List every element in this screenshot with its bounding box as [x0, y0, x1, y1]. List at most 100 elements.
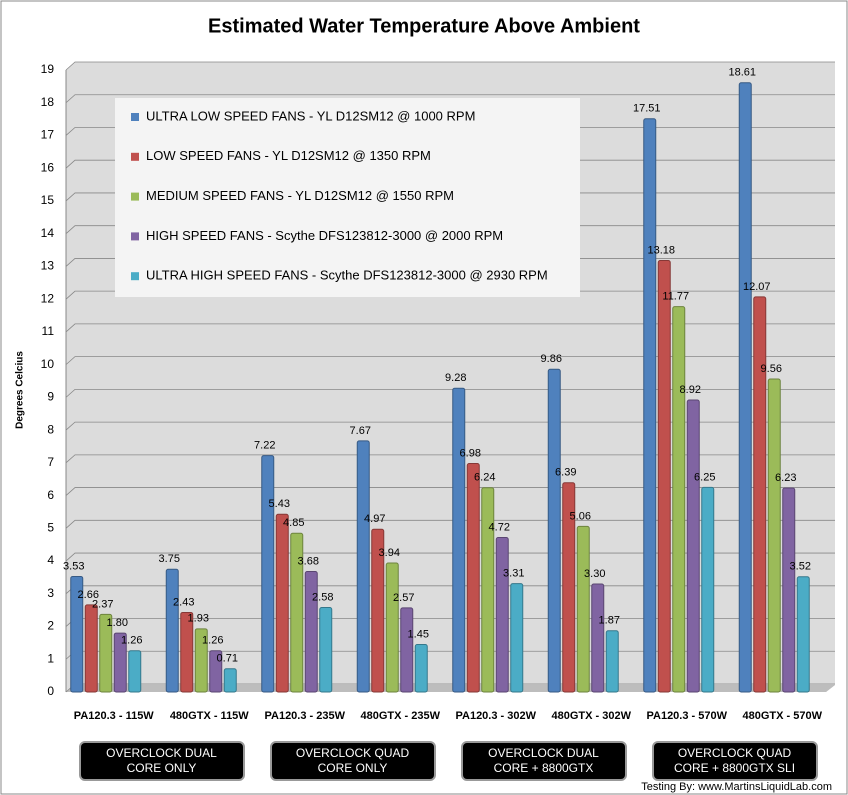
grid-line [65, 454, 835, 464]
legend-marker [131, 232, 139, 241]
grid-line [65, 519, 835, 529]
bar [356, 440, 370, 693]
value-label: 5.43 [269, 498, 290, 510]
bar [701, 486, 715, 693]
bar [466, 462, 480, 693]
grid-line [65, 323, 835, 333]
bar [767, 378, 781, 693]
bar [657, 260, 671, 693]
credit: Testing By: www.MartinsLiquidLab.com [641, 781, 832, 793]
bar [562, 482, 576, 693]
grid-line [65, 127, 835, 136]
bar [180, 611, 194, 693]
grid-line [65, 159, 835, 169]
value-label: 4.85 [283, 517, 304, 529]
bar [591, 583, 605, 693]
y-tick-label: 17 [41, 128, 55, 142]
bar [99, 613, 113, 693]
y-tick-label: 7 [47, 455, 54, 469]
grid-line [65, 421, 835, 431]
legend-label: HIGH SPEED FANS - Scythe DFS123812-3000 … [146, 228, 503, 243]
bar [261, 455, 275, 693]
grid-line [65, 192, 835, 202]
bar [194, 628, 208, 693]
value-label: 3.68 [298, 555, 319, 567]
y-tick-label: 18 [41, 95, 55, 109]
y-tick-label: 10 [41, 357, 55, 371]
value-label: 13.18 [647, 244, 675, 256]
bar [275, 513, 289, 693]
value-label: 18.61 [728, 67, 756, 79]
y-tick-label: 12 [41, 291, 55, 305]
bar [209, 650, 223, 693]
legend-label: LOW SPEED FANS - YL D12SM12 @ 1350 RPM [146, 148, 431, 163]
legend-label: ULTRA LOW SPEED FANS - YL D12SM12 @ 1000… [146, 108, 475, 123]
bar [414, 644, 428, 693]
chart-title: Estimated Water Temperature Above Ambien… [208, 15, 640, 37]
x-tick-label: 480GTX - 115W [169, 710, 249, 722]
grid-line [65, 487, 835, 496]
legend-label: MEDIUM SPEED FANS - YL D12SM12 @ 1550 RP… [146, 188, 454, 203]
bar [70, 575, 84, 693]
bar [753, 296, 767, 693]
bar [510, 583, 524, 693]
value-label: 3.31 [503, 568, 524, 580]
x-tick-label: 480GTX - 235W [360, 710, 440, 722]
y-tick-label: 11 [42, 324, 55, 338]
x-tick-label: PA120.3 - 115W [73, 710, 154, 722]
bar [290, 532, 304, 693]
grid-line [65, 258, 835, 267]
value-label: 6.25 [694, 471, 715, 483]
value-label: 2.57 [393, 592, 414, 604]
value-label: 6.98 [460, 447, 481, 459]
x-tick-label: PA120.3 - 302W [455, 710, 536, 722]
bar [605, 630, 619, 693]
value-label: 3.94 [379, 547, 400, 559]
grid-line [65, 356, 835, 365]
value-label: 8.92 [680, 384, 701, 396]
bar [576, 525, 590, 693]
bar [547, 368, 561, 693]
value-label: 3.53 [63, 560, 84, 572]
value-label: 1.45 [408, 628, 429, 640]
bar [738, 82, 752, 693]
value-label: 6.23 [775, 472, 796, 484]
value-label: 17.51 [633, 103, 661, 115]
value-label: 9.56 [761, 363, 782, 375]
y-tick-label: 5 [47, 520, 54, 534]
value-label: 2.66 [78, 589, 99, 601]
group-label: OVERCLOCK QUAD CORE + 8800GTX SLI [651, 741, 818, 781]
value-label: 2.58 [312, 591, 333, 603]
y-axis-label: Degrees Celcius [15, 351, 26, 429]
y-tick-label: 13 [41, 259, 55, 273]
y-tick-label: 6 [47, 488, 54, 502]
y-tick-label: 3 [47, 586, 54, 600]
grid-line [65, 225, 835, 234]
grid-line [65, 388, 835, 398]
value-label: 1.26 [121, 635, 142, 647]
value-label: 2.43 [173, 596, 194, 608]
legend-marker [131, 192, 139, 201]
bar [686, 399, 700, 693]
bar [128, 650, 142, 693]
bar [385, 562, 399, 693]
y-tick-label: 15 [41, 193, 55, 207]
value-label: 6.39 [555, 467, 576, 479]
x-tick-label: 480GTX - 570W [742, 710, 822, 722]
bar [304, 571, 318, 693]
value-label: 7.67 [350, 425, 371, 437]
y-tick-label: 9 [47, 390, 54, 404]
grid-line [65, 61, 835, 71]
plot-floor [66, 685, 835, 692]
y-tick-label: 0 [47, 684, 54, 698]
bar [452, 387, 466, 693]
bar [165, 568, 179, 693]
x-tick-label: PA120.3 - 235W [264, 710, 345, 722]
grid-line [65, 94, 835, 104]
bar [84, 604, 98, 693]
y-tick-label: 16 [41, 160, 55, 174]
value-label: 1.87 [599, 615, 620, 627]
value-label: 2.37 [92, 598, 113, 610]
